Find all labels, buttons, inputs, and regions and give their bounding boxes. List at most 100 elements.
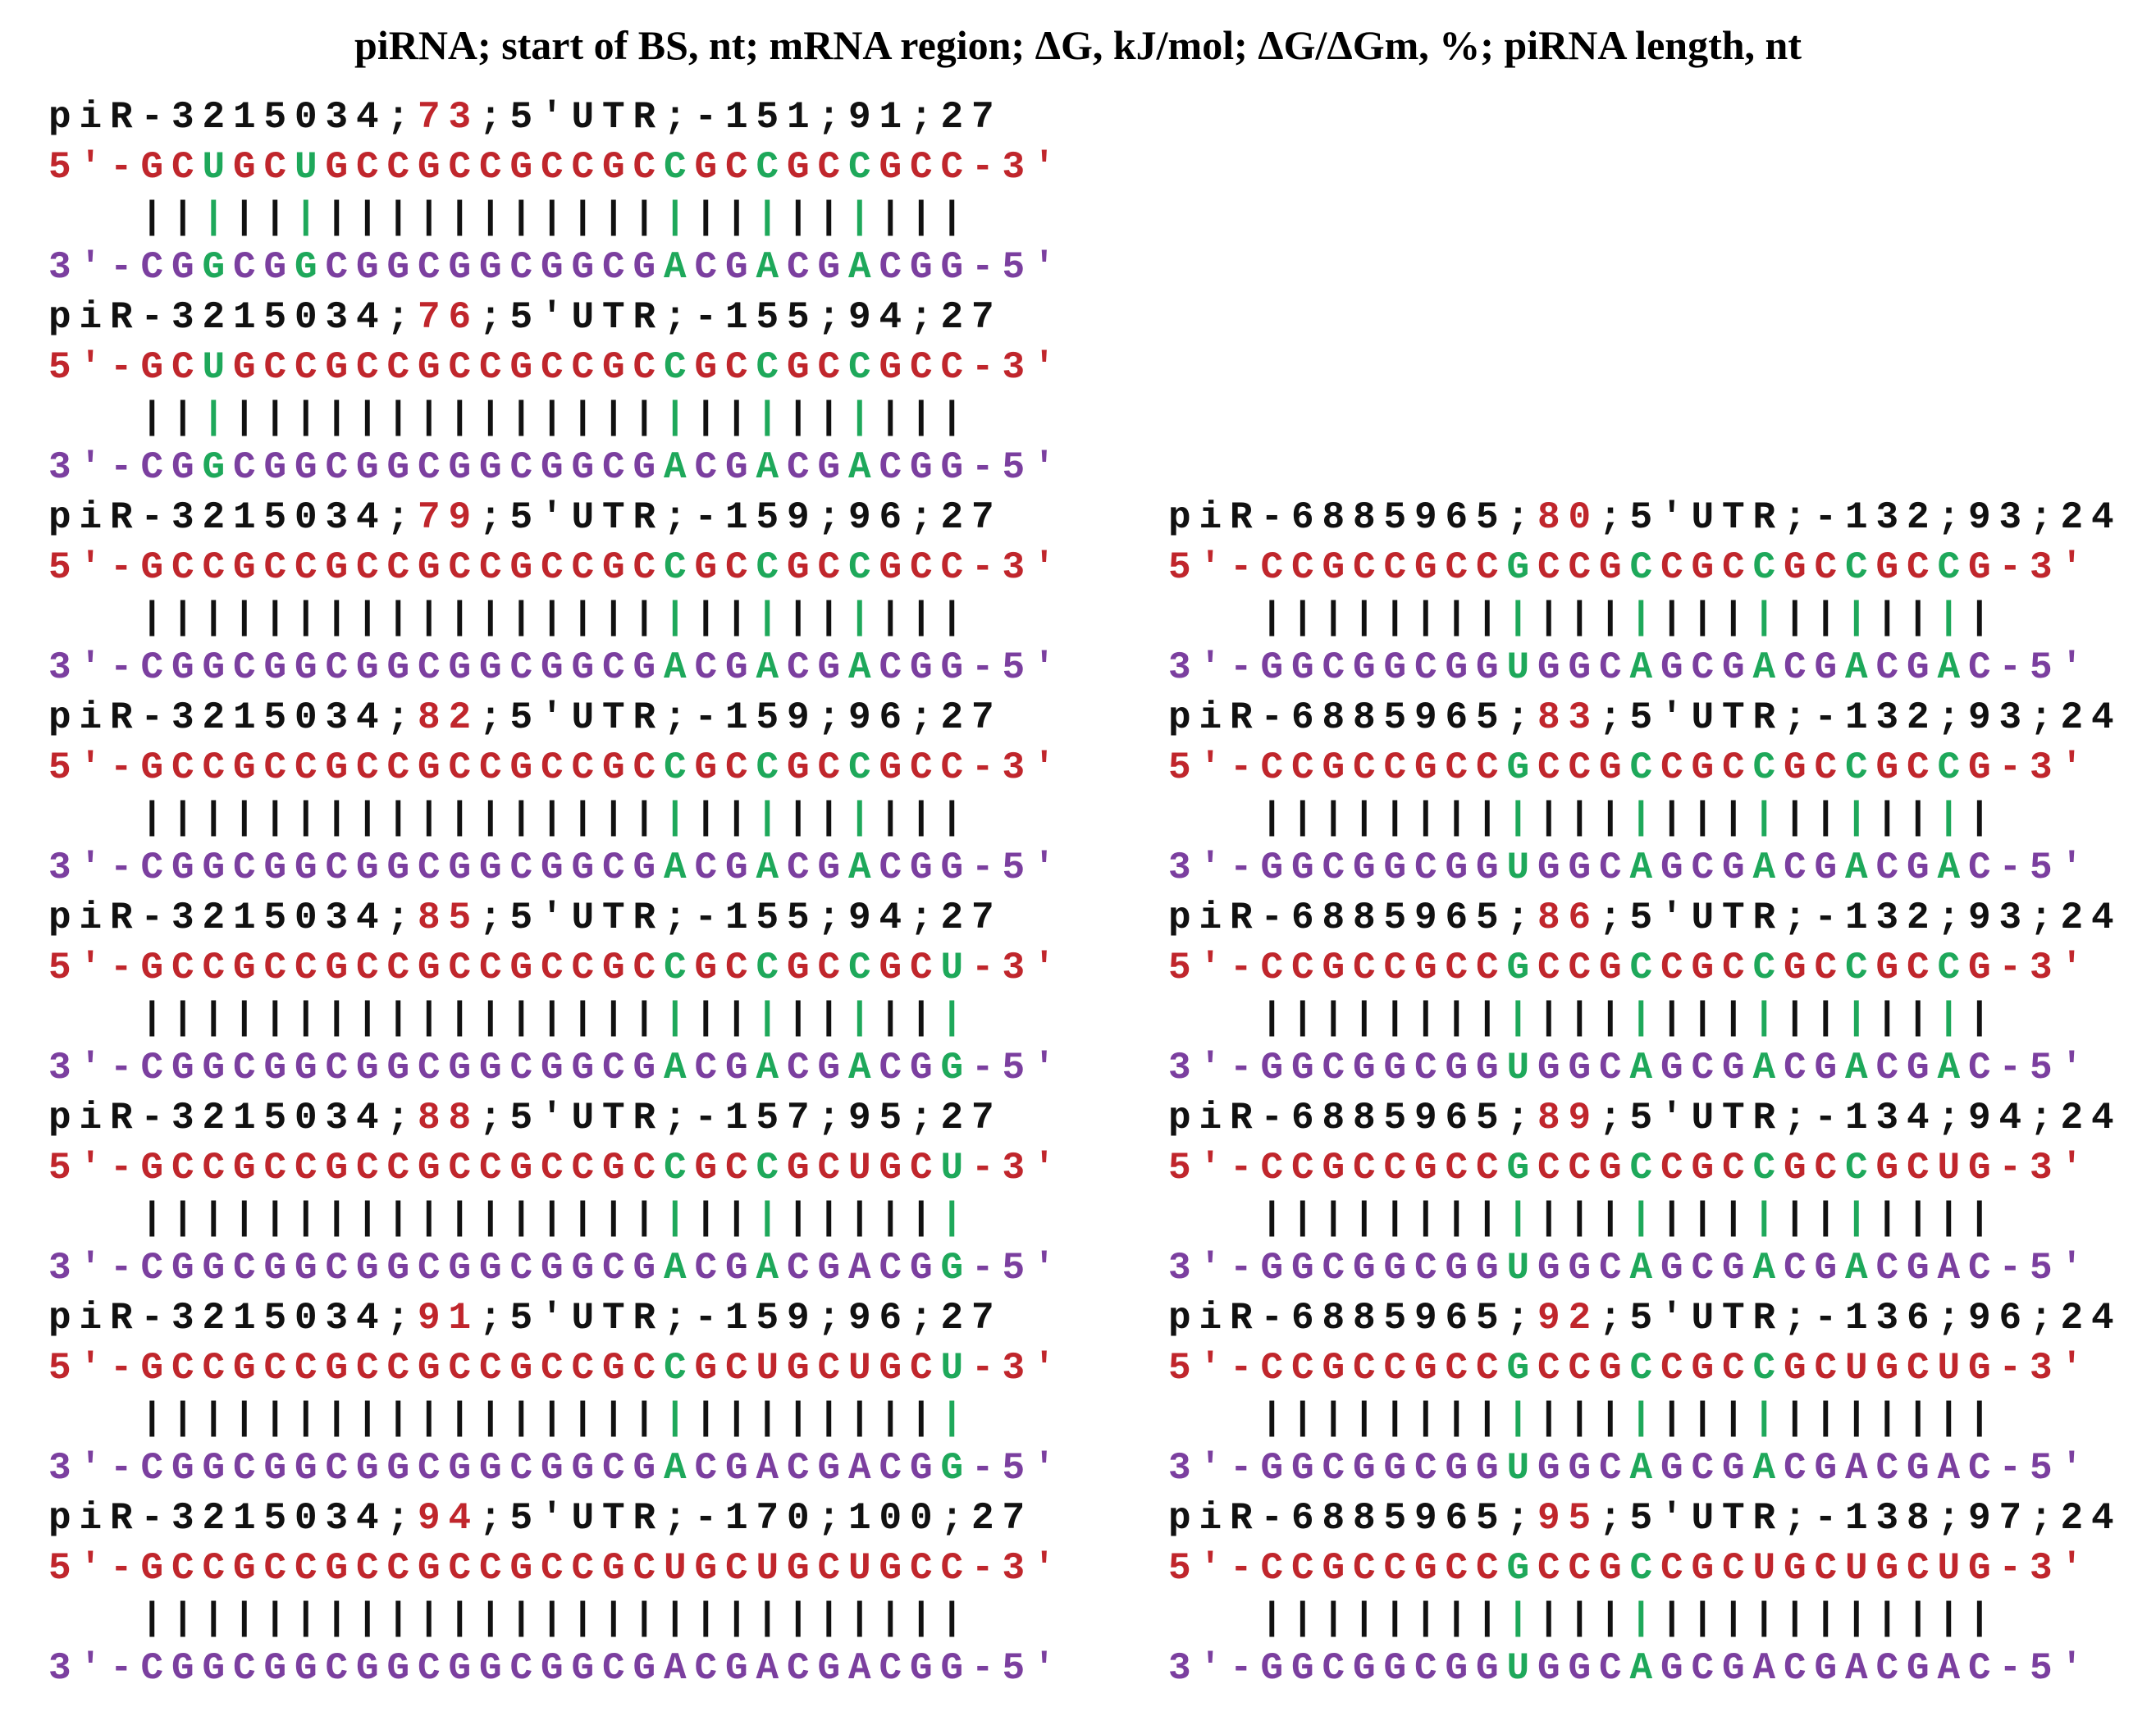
character: 9: [449, 496, 472, 539]
character: 3: [171, 496, 194, 539]
character: C: [633, 1147, 656, 1189]
character: A: [1938, 646, 1961, 689]
character: |: [1784, 796, 1807, 839]
character: G: [1507, 1347, 1530, 1390]
character: G: [1476, 847, 1499, 889]
character: G: [356, 446, 379, 489]
character: 3: [48, 1447, 71, 1490]
character: C: [695, 1047, 718, 1089]
character: C: [449, 1547, 472, 1590]
character: G: [572, 847, 595, 889]
character: G: [725, 646, 748, 689]
character: C: [1569, 746, 1592, 789]
character: G: [510, 1347, 533, 1390]
character: |: [1753, 1597, 1776, 1640]
character: |: [1507, 596, 1530, 639]
character: C: [326, 446, 349, 489]
character: |: [1907, 596, 1930, 639]
character: G: [879, 746, 902, 789]
character: G: [1414, 746, 1437, 789]
character: 3: [1876, 1297, 1899, 1339]
character: |: [1630, 796, 1653, 839]
character: |: [1353, 1597, 1376, 1640]
character: 0: [879, 1497, 902, 1540]
character: |: [264, 997, 287, 1039]
character: G: [510, 546, 533, 589]
character: |: [695, 196, 718, 239]
character: 5: [1003, 1247, 1025, 1289]
character: -: [695, 897, 718, 939]
character: C: [295, 1147, 317, 1189]
character: C: [541, 346, 564, 389]
character: C: [818, 746, 841, 789]
character: C: [848, 546, 871, 589]
character: |: [1569, 1397, 1592, 1440]
mrna-sequence: 5 ' - C C G C C G C C G C C G C C G C C G C U G C U G -3 ': [1168, 1347, 2083, 1390]
character: R: [1753, 496, 1776, 539]
character: G: [171, 1247, 194, 1289]
character: |: [356, 997, 379, 1039]
character: C: [264, 947, 287, 989]
character: |: [1384, 796, 1407, 839]
mrna-sequence: 5 ' - G C C G C C G C C G C C G C C G C C G C C G C C G C C -3 ': [48, 546, 1056, 589]
character: G: [1384, 1647, 1407, 1690]
character: 3: [326, 496, 349, 539]
character: |: [1907, 1397, 1930, 1440]
character: G: [941, 1047, 964, 1089]
character: |: [356, 196, 379, 239]
character: C: [203, 947, 226, 989]
character: |: [879, 396, 902, 439]
character: C: [756, 947, 779, 989]
character: 2: [1907, 696, 1930, 739]
character: ': [80, 346, 103, 389]
character: 8: [1353, 696, 1376, 739]
character: 5: [1630, 1497, 1653, 1540]
character: C: [1630, 947, 1653, 989]
character: C: [1968, 1247, 1991, 1289]
character: G: [449, 1247, 472, 1289]
character: ': [1199, 1447, 1222, 1490]
character: 3: [1876, 897, 1899, 939]
character: 9: [1414, 897, 1437, 939]
pairing-bars: | | | | | | | | | | | | | | | | | | | | | | | | | | |: [141, 1197, 964, 1239]
character: G: [171, 446, 194, 489]
character: 1: [848, 1497, 871, 1540]
character: |: [1907, 1597, 1930, 1640]
character: ': [2061, 1447, 2084, 1490]
character: C: [1353, 947, 1376, 989]
character: |: [1784, 997, 1807, 1039]
character: G: [1507, 746, 1530, 789]
alignment-header: p i R -3 2 1 5 0 3 4; 8 8; 5 ' U T R; -1 5 7; 9 5; 2 7: [48, 1097, 994, 1139]
character: |: [1569, 997, 1592, 1039]
character: 1: [1845, 1297, 1868, 1339]
character: -: [1230, 1347, 1253, 1390]
character: G: [510, 947, 533, 989]
character: G: [541, 1447, 564, 1490]
character: C: [879, 646, 902, 689]
character: C: [449, 947, 472, 989]
character: G: [233, 947, 256, 989]
character: C: [910, 546, 933, 589]
character: C: [787, 446, 810, 489]
character: 1: [233, 496, 256, 539]
character: C: [418, 1647, 441, 1690]
character: ': [541, 96, 564, 139]
pirna-sequence: 3 ' - G G C G G C G G U G G C A G C G A C G A C G A C -5 ': [1168, 1047, 2083, 1089]
character: C: [1476, 546, 1499, 589]
character: C: [1968, 1047, 1991, 1089]
character: |: [264, 396, 287, 439]
character: -: [695, 496, 718, 539]
character: 6: [1446, 1297, 1469, 1339]
character: 3: [171, 96, 194, 139]
character: |: [233, 997, 256, 1039]
character: -: [1261, 496, 1284, 539]
character: ;: [1784, 696, 1807, 739]
character: G: [479, 1647, 502, 1690]
character: |: [387, 596, 410, 639]
character: C: [387, 346, 410, 389]
character: -: [971, 546, 994, 589]
character: 4: [2091, 1297, 2114, 1339]
character: A: [1630, 1047, 1653, 1089]
character: -: [1261, 1297, 1284, 1339]
character: C: [1630, 1147, 1653, 1189]
